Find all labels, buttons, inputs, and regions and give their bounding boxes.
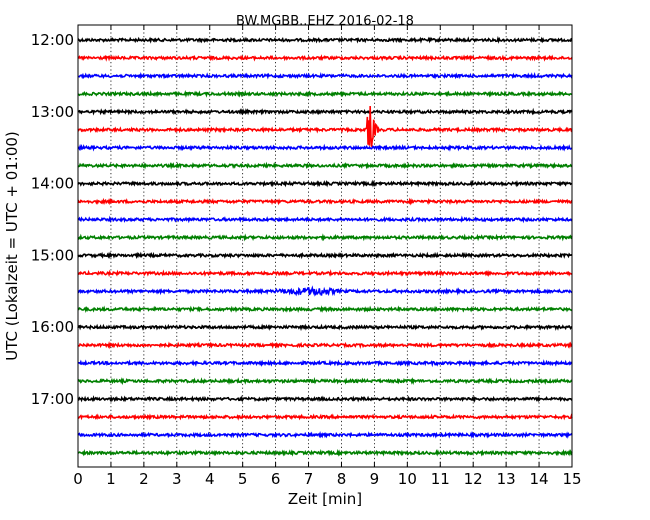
y-axis-ticks: 12:00 13:00 14:00 15:00 16:00 17:00 bbox=[31, 31, 572, 408]
trace-row-11 bbox=[77, 233, 573, 242]
y-tick-label: 12:00 bbox=[31, 31, 74, 49]
trace-row-7 bbox=[77, 161, 573, 170]
trace-row-1 bbox=[77, 54, 573, 62]
x-tick-label: 0 bbox=[73, 470, 83, 488]
trace-row-0 bbox=[77, 35, 573, 44]
x-tick-label: 14 bbox=[530, 470, 549, 488]
chart-title: BW.MGBB..EHZ 2016-02-18 bbox=[236, 14, 414, 29]
x-tick-label: 2 bbox=[139, 470, 149, 488]
trace-row-8 bbox=[77, 179, 573, 188]
y-tick-label: 15:00 bbox=[31, 246, 74, 264]
y-tick-label: 14:00 bbox=[31, 175, 74, 193]
trace-row-3 bbox=[77, 89, 573, 98]
trace-row-18 bbox=[77, 359, 573, 368]
trace-row-21 bbox=[77, 413, 573, 421]
x-axis-label: Zeit [min] bbox=[288, 490, 362, 508]
x-axis-ticks: 0 1 2 3 4 5 6 7 8 9 10 11 12 13 14 15 bbox=[73, 25, 582, 488]
x-tick-label: 3 bbox=[172, 470, 182, 488]
y-tick-label: 16:00 bbox=[31, 318, 74, 336]
trace-row-22 bbox=[77, 431, 573, 439]
y-tick-label: 17:00 bbox=[31, 390, 74, 408]
trace-row-6 bbox=[77, 143, 573, 152]
x-tick-label: 13 bbox=[497, 470, 516, 488]
seismogram-traces bbox=[77, 35, 573, 457]
x-tick-label: 4 bbox=[205, 470, 215, 488]
x-tick-label: 1 bbox=[106, 470, 116, 488]
trace-row-10 bbox=[77, 215, 573, 224]
x-tick-label: 6 bbox=[271, 470, 281, 488]
trace-row-23 bbox=[77, 448, 573, 457]
y-tick-label: 13:00 bbox=[31, 103, 74, 121]
x-tick-label: 9 bbox=[370, 470, 380, 488]
trace-row-5 bbox=[77, 106, 573, 147]
trace-row-12 bbox=[77, 251, 573, 260]
plot-frame bbox=[77, 24, 573, 468]
x-tick-label: 11 bbox=[431, 470, 450, 488]
x-tick-label: 12 bbox=[464, 470, 483, 488]
trace-row-17 bbox=[77, 340, 573, 350]
trace-row-15 bbox=[78, 305, 573, 314]
trace-row-2 bbox=[77, 71, 573, 80]
trace-row-9 bbox=[77, 197, 573, 206]
x-tick-label: 5 bbox=[238, 470, 248, 488]
y-axis-label: UTC (Lokalzeit = UTC + 01:00) bbox=[3, 131, 21, 361]
trace-row-13 bbox=[77, 269, 573, 278]
trace-row-19 bbox=[77, 377, 573, 386]
trace-row-14 bbox=[77, 285, 573, 297]
trace-row-16 bbox=[77, 323, 573, 332]
trace-row-4 bbox=[77, 107, 573, 116]
x-tick-label: 10 bbox=[398, 470, 417, 488]
trace-row-20 bbox=[77, 395, 573, 403]
x-tick-label: 8 bbox=[337, 470, 347, 488]
x-tick-label: 7 bbox=[304, 470, 314, 488]
x-tick-label: 15 bbox=[562, 470, 581, 488]
